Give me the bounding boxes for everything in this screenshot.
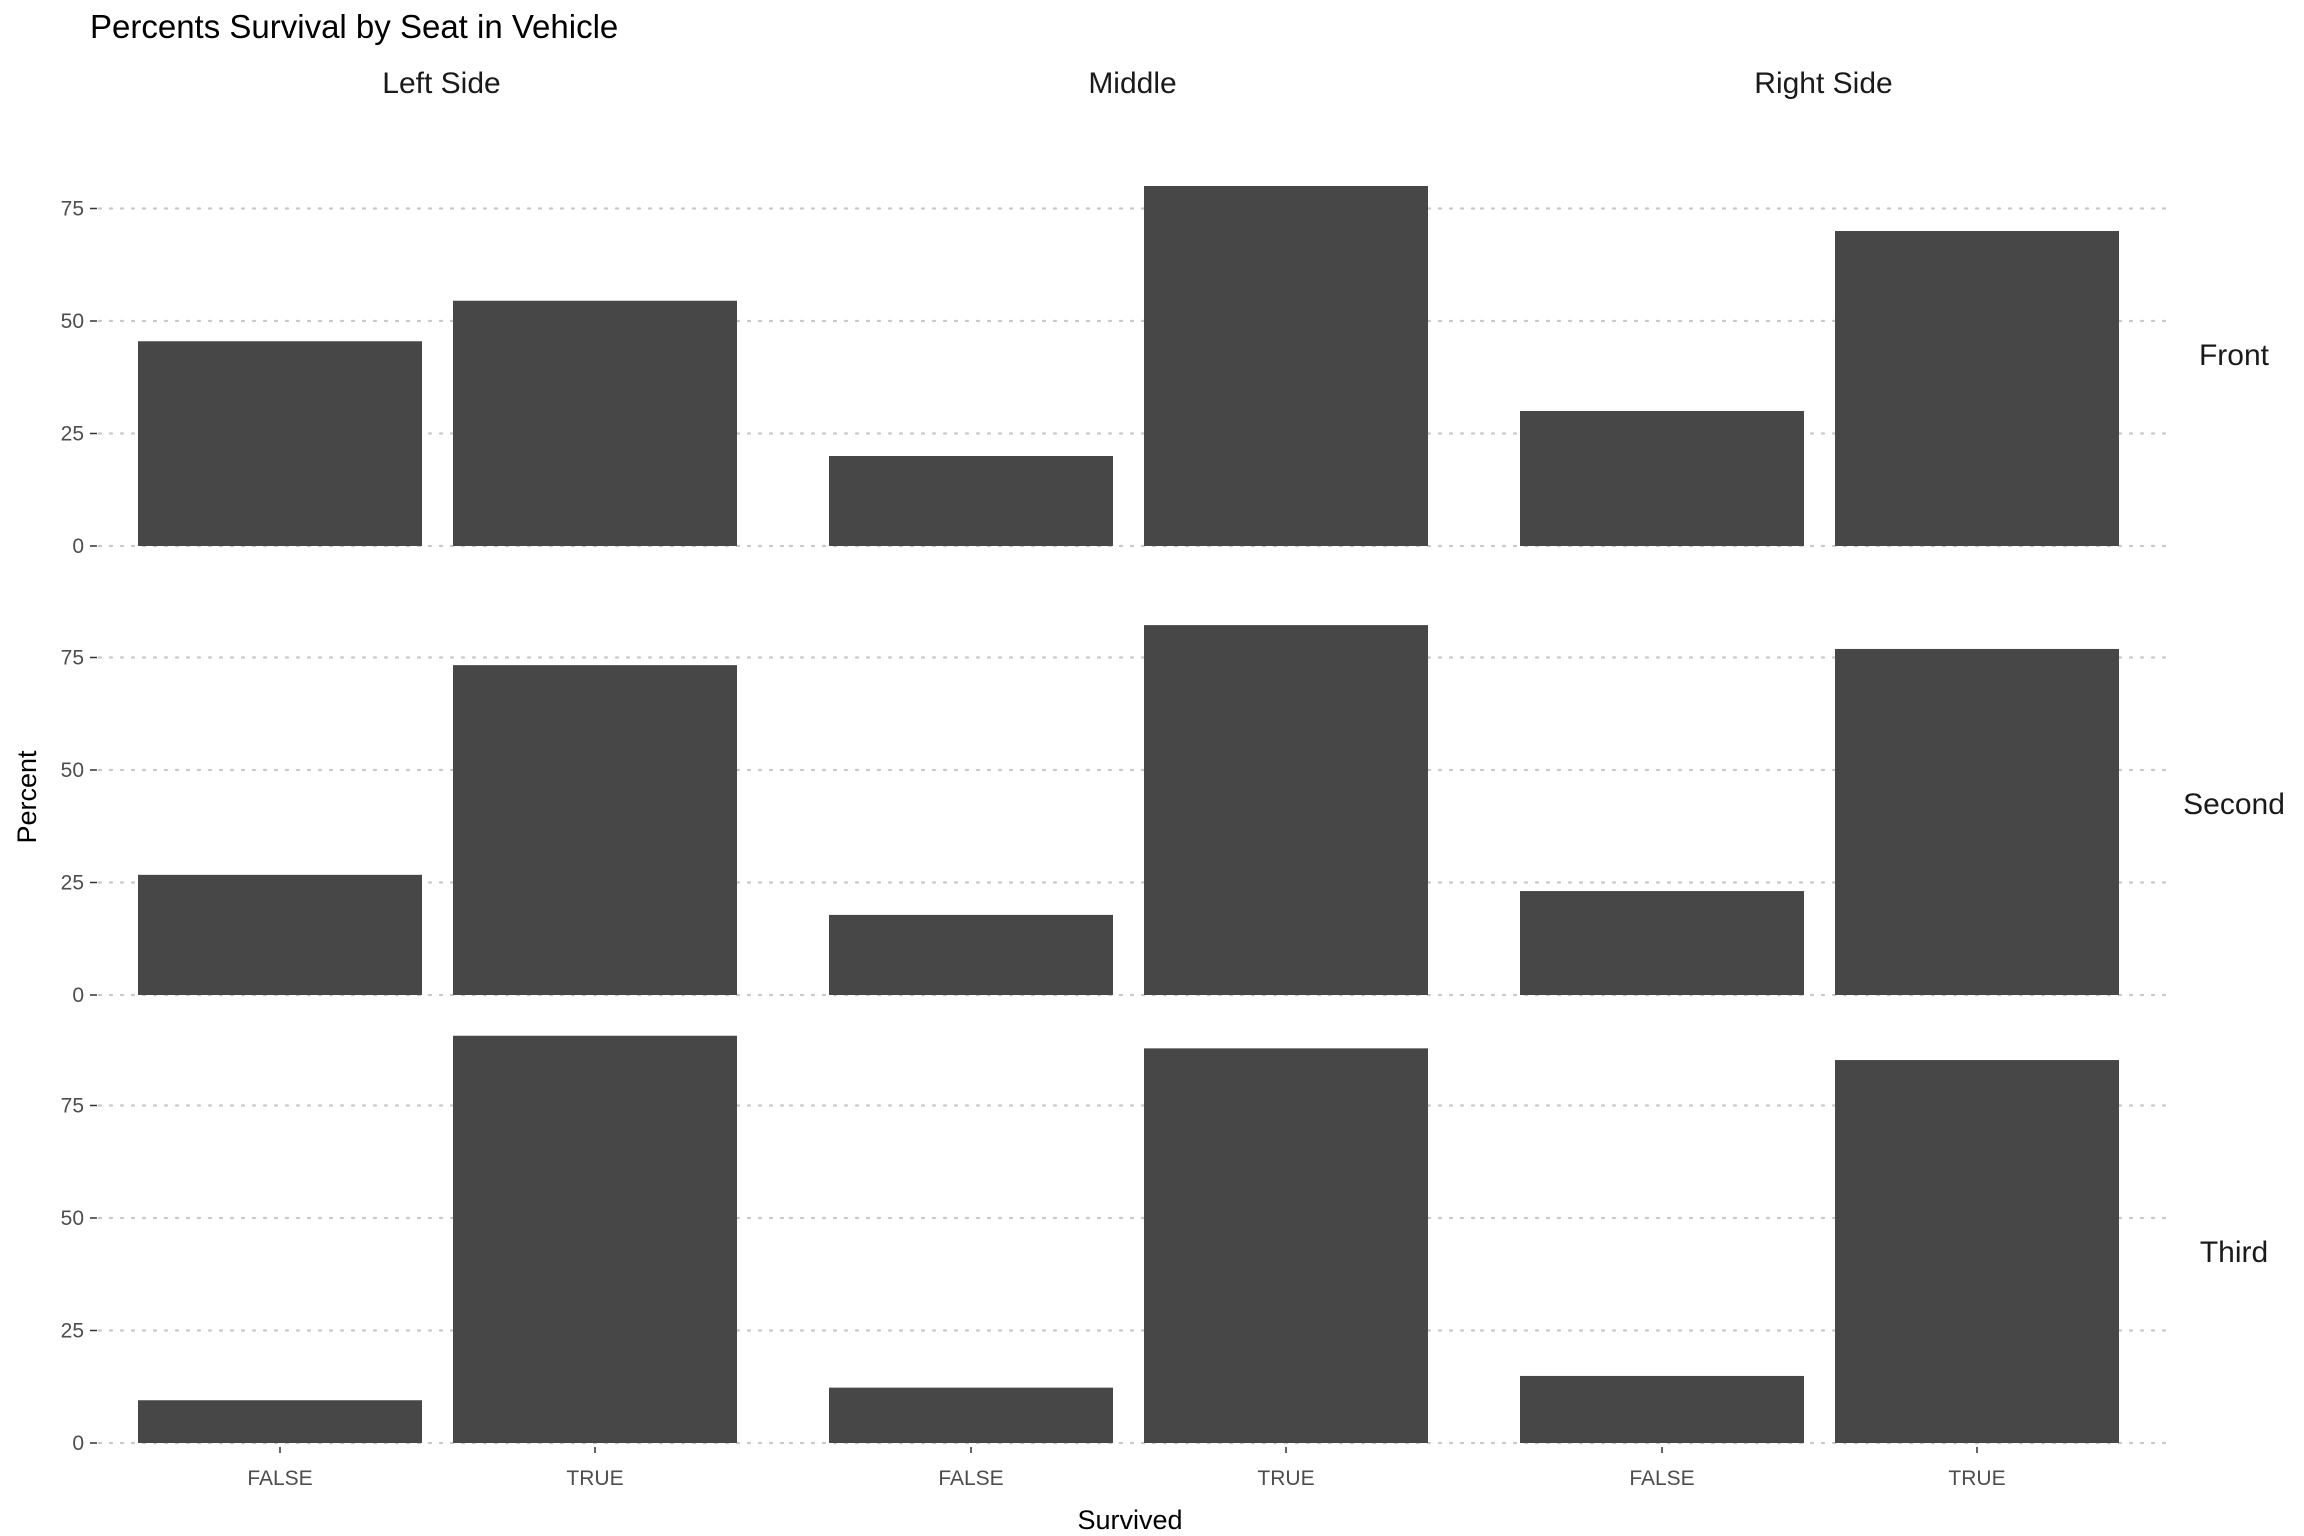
row-strip-label-third: Third bbox=[2200, 1236, 2268, 1269]
x-tick-label-left-side-true: TRUE bbox=[566, 1467, 623, 1490]
y-tick-label-second-25: 25 bbox=[61, 872, 84, 895]
x-axis-title: Survived bbox=[1077, 1505, 1182, 1535]
bar-front-right-side-true bbox=[1835, 231, 2119, 546]
column-strip-label-right-side: Right Side bbox=[1754, 67, 1892, 100]
bar-front-middle-true bbox=[1144, 186, 1428, 546]
y-tick-label-second-50: 50 bbox=[61, 759, 84, 782]
bar-third-left-side-false bbox=[138, 1400, 422, 1443]
bar-second-left-side-true bbox=[453, 665, 737, 995]
bar-front-middle-false bbox=[829, 456, 1113, 546]
row-strip-label-front: Front bbox=[2199, 339, 2270, 372]
y-tick-label-front-75: 75 bbox=[61, 198, 84, 221]
bar-third-right-side-false bbox=[1520, 1375, 1804, 1443]
chart-title: Percents Survival by Seat in Vehicle bbox=[90, 8, 618, 45]
y-tick-label-second-75: 75 bbox=[61, 647, 84, 670]
x-tick-label-left-side-false: FALSE bbox=[247, 1467, 312, 1490]
y-tick-label-front-50: 50 bbox=[61, 310, 84, 333]
bar-third-right-side-true bbox=[1835, 1060, 2119, 1443]
x-tick-label-middle-false: FALSE bbox=[938, 1467, 1003, 1490]
x-tick-label-right-side-true: TRUE bbox=[1948, 1467, 2005, 1490]
bar-second-left-side-false bbox=[138, 874, 422, 995]
y-tick-label-front-25: 25 bbox=[61, 423, 84, 446]
bar-third-left-side-true bbox=[453, 1035, 737, 1443]
bar-second-middle-false bbox=[829, 914, 1113, 995]
column-strip-label-left-side: Left Side bbox=[382, 67, 500, 100]
bar-second-right-side-true bbox=[1835, 648, 2119, 995]
y-tick-label-third-25: 25 bbox=[61, 1320, 84, 1343]
bar-third-middle-false bbox=[829, 1387, 1113, 1443]
panels-group: Left Side Middle Right Side Front Second Thir… bbox=[61, 67, 2285, 1490]
y-axis-title: Percent bbox=[12, 750, 42, 844]
y-tick-label-front-0: 0 bbox=[72, 535, 84, 558]
bar-second-right-side-false bbox=[1520, 891, 1804, 995]
row-strip-label-second: Second bbox=[2183, 788, 2285, 821]
bar-front-left-side-true bbox=[453, 300, 737, 546]
bar-third-middle-true bbox=[1144, 1048, 1428, 1443]
y-tick-label-third-50: 50 bbox=[61, 1207, 84, 1230]
y-tick-label-third-0: 0 bbox=[72, 1432, 84, 1455]
x-tick-label-middle-true: TRUE bbox=[1257, 1467, 1314, 1490]
y-tick-label-second-0: 0 bbox=[72, 984, 84, 1007]
column-strip-label-middle: Middle bbox=[1088, 67, 1176, 100]
x-tick-label-right-side-false: FALSE bbox=[1629, 1467, 1694, 1490]
bar-front-right-side-false bbox=[1520, 411, 1804, 546]
y-tick-label-third-75: 75 bbox=[61, 1095, 84, 1118]
bar-second-middle-true bbox=[1144, 625, 1428, 995]
bar-front-left-side-false bbox=[138, 341, 422, 546]
